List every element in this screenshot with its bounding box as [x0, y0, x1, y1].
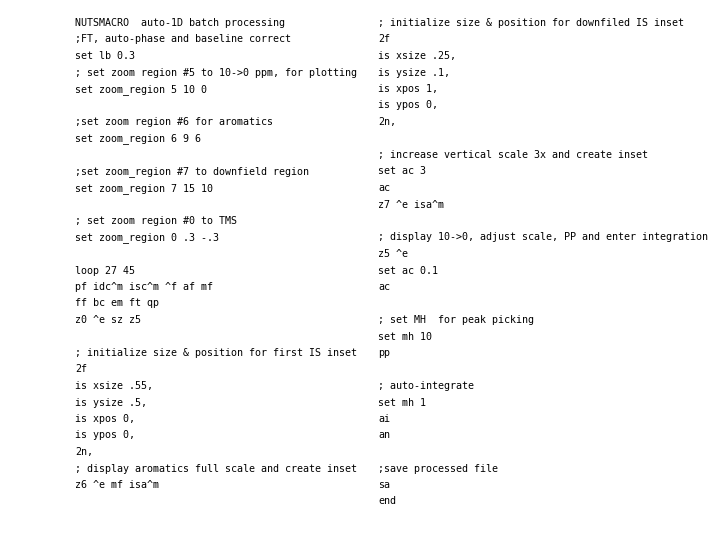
- Text: pp: pp: [378, 348, 390, 358]
- Text: loop 27 45: loop 27 45: [75, 266, 135, 275]
- Text: is xpos 0,: is xpos 0,: [75, 414, 135, 424]
- Text: set ac 3: set ac 3: [378, 166, 426, 177]
- Text: is ypos 0,: is ypos 0,: [378, 100, 438, 111]
- Text: set zoom_region 6 9 6: set zoom_region 6 9 6: [75, 133, 201, 144]
- Text: set ac 0.1: set ac 0.1: [378, 266, 438, 275]
- Text: end: end: [378, 496, 396, 507]
- Text: 2n,: 2n,: [75, 447, 93, 457]
- Text: ;set zoom region #6 for aromatics: ;set zoom region #6 for aromatics: [75, 117, 273, 127]
- Text: is ysize .5,: is ysize .5,: [75, 397, 147, 408]
- Text: ; set zoom region #0 to TMS: ; set zoom region #0 to TMS: [75, 216, 237, 226]
- Text: ac: ac: [378, 183, 390, 193]
- Text: set mh 10: set mh 10: [378, 332, 432, 341]
- Text: is xsize .25,: is xsize .25,: [378, 51, 456, 61]
- Text: 2n,: 2n,: [378, 117, 396, 127]
- Text: pf idc^m isc^m ^f af mf: pf idc^m isc^m ^f af mf: [75, 282, 213, 292]
- Text: ; increase vertical scale 3x and create inset: ; increase vertical scale 3x and create …: [378, 150, 648, 160]
- Text: sa: sa: [378, 480, 390, 490]
- Text: set mh 1: set mh 1: [378, 397, 426, 408]
- Text: an: an: [378, 430, 390, 441]
- Text: 2f: 2f: [75, 364, 87, 375]
- Text: 2f: 2f: [378, 35, 390, 44]
- Text: is ypos 0,: is ypos 0,: [75, 430, 135, 441]
- Text: is ysize .1,: is ysize .1,: [378, 68, 450, 78]
- Text: ac: ac: [378, 282, 390, 292]
- Text: ;FT, auto-phase and baseline correct: ;FT, auto-phase and baseline correct: [75, 35, 291, 44]
- Text: is xsize .55,: is xsize .55,: [75, 381, 153, 391]
- Text: is xpos 1,: is xpos 1,: [378, 84, 438, 94]
- Text: z7 ^e isa^m: z7 ^e isa^m: [378, 199, 444, 210]
- Text: ff bc em ft qp: ff bc em ft qp: [75, 299, 159, 308]
- Text: ; initialize size & position for downfiled IS inset: ; initialize size & position for downfil…: [378, 18, 684, 28]
- Text: ; initialize size & position for first IS inset: ; initialize size & position for first I…: [75, 348, 357, 358]
- Text: z5 ^e: z5 ^e: [378, 249, 408, 259]
- Text: ; set MH  for peak picking: ; set MH for peak picking: [378, 315, 534, 325]
- Text: z0 ^e sz z5: z0 ^e sz z5: [75, 315, 141, 325]
- Text: set zoom_region 5 10 0: set zoom_region 5 10 0: [75, 84, 207, 95]
- Text: ;set zoom_region #7 to downfield region: ;set zoom_region #7 to downfield region: [75, 166, 309, 178]
- Text: ; auto-integrate: ; auto-integrate: [378, 381, 474, 391]
- Text: set zoom_region 7 15 10: set zoom_region 7 15 10: [75, 183, 213, 194]
- Text: ;save processed file: ;save processed file: [378, 463, 498, 474]
- Text: NUTSMACRO  auto-1D batch processing: NUTSMACRO auto-1D batch processing: [75, 18, 285, 28]
- Text: z6 ^e mf isa^m: z6 ^e mf isa^m: [75, 480, 159, 490]
- Text: ai: ai: [378, 414, 390, 424]
- Text: set lb 0.3: set lb 0.3: [75, 51, 135, 61]
- Text: ; display 10->0, adjust scale, PP and enter integration: ; display 10->0, adjust scale, PP and en…: [378, 233, 708, 242]
- Text: ; set zoom region #5 to 10->0 ppm, for plotting: ; set zoom region #5 to 10->0 ppm, for p…: [75, 68, 357, 78]
- Text: ; display aromatics full scale and create inset: ; display aromatics full scale and creat…: [75, 463, 357, 474]
- Text: set zoom_region 0 .3 -.3: set zoom_region 0 .3 -.3: [75, 233, 219, 244]
